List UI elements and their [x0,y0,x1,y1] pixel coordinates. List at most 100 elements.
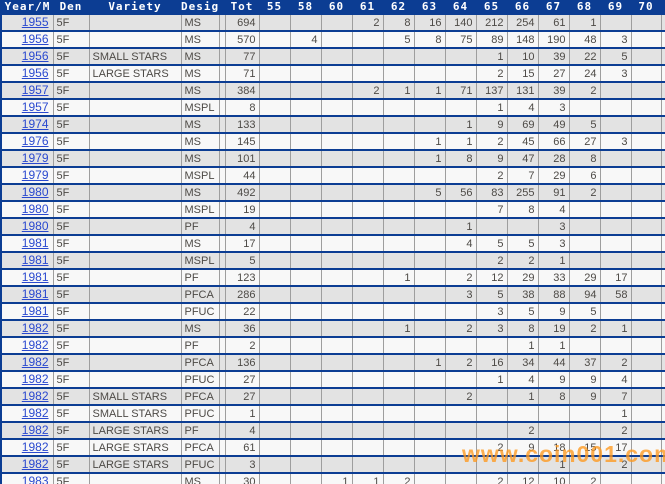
count-cell-65: 1 [476,99,508,116]
year-link[interactable]: 1980 [21,185,49,199]
count-cell-70 [631,31,662,48]
count-cell-65: 5 [476,286,508,303]
edge-cell [661,473,665,484]
header-cell-tot: Tot [225,0,259,15]
count-cell-62 [383,286,415,303]
year-link[interactable]: 1979 [21,151,49,165]
year-cell: 1957 [1,99,54,116]
count-cell-64: 3 [445,286,477,303]
count-cell-55 [259,388,291,405]
count-cell-61: 2 [352,82,384,99]
count-cell-68: 24 [569,65,601,82]
tot-cell: 61 [225,439,260,456]
count-cell-70 [631,286,662,303]
count-cell-68: 8 [569,150,601,167]
count-cell-61 [352,167,384,184]
count-cell-61 [352,337,384,354]
year-link[interactable]: 1982 [21,457,49,471]
count-cell-63 [414,269,446,286]
count-cell-58 [290,48,322,65]
table-row: 1980 5F PF 4 1 3 [1,218,665,235]
table-row: 1981 5F PFCA 286 3 5 38 88 94 58 [1,286,665,303]
variety-cell [89,116,182,133]
count-cell-61 [352,405,384,422]
tot-cell: 36 [225,320,260,337]
year-link[interactable]: 1956 [21,32,49,46]
count-cell-70 [631,388,662,405]
count-cell-61 [352,354,384,371]
count-cell-55 [259,269,291,286]
year-link[interactable]: 1981 [21,287,49,301]
count-cell-62: 1 [383,269,415,286]
year-link[interactable]: 1957 [21,83,49,97]
year-link[interactable]: 1980 [21,202,49,216]
count-cell-68: 9 [569,388,601,405]
variety-cell [89,150,182,167]
year-link[interactable]: 1983 [21,474,49,484]
count-cell-60 [321,14,353,31]
count-cell-55 [259,286,291,303]
desig-cell: MS [181,473,220,484]
year-link[interactable]: 1979 [21,168,49,182]
year-link[interactable]: 1956 [21,66,49,80]
desig-cell: PFUC [181,405,220,422]
year-link[interactable]: 1974 [21,117,49,131]
table-row: 1979 5F MSPL 44 2 7 29 6 [1,167,665,184]
edge-cell [661,99,665,116]
den-cell: 5F [53,82,90,99]
count-cell-58 [290,201,322,218]
table-row: 1979 5F MS 101 1 8 9 47 28 8 [1,150,665,167]
count-cell-63: 1 [414,133,446,150]
count-cell-63: 1 [414,354,446,371]
year-link[interactable]: 1956 [21,49,49,63]
count-cell-67: 49 [538,116,570,133]
den-cell: 5F [53,252,90,269]
year-link[interactable]: 1982 [21,440,49,454]
year-link[interactable]: 1980 [21,219,49,233]
year-link[interactable]: 1981 [21,304,49,318]
count-cell-60 [321,48,353,65]
count-cell-70 [631,133,662,150]
year-link[interactable]: 1982 [21,338,49,352]
count-cell-64 [445,422,477,439]
edge-cell [661,388,665,405]
year-link[interactable]: 1982 [21,321,49,335]
year-cell: 1982 [1,320,54,337]
year-link[interactable]: 1981 [21,270,49,284]
year-link[interactable]: 1982 [21,355,49,369]
spacer-cell [219,14,226,31]
year-cell: 1982 [1,337,54,354]
year-link[interactable]: 1981 [21,253,49,267]
count-cell-61 [352,65,384,82]
count-cell-69 [600,235,632,252]
count-cell-65: 89 [476,31,508,48]
count-cell-69: 17 [600,269,632,286]
table-row: 1982 5F SMALL STARS PFUC 1 1 [1,405,665,422]
count-cell-60 [321,371,353,388]
count-cell-70 [631,303,662,320]
count-cell-65: 3 [476,320,508,337]
den-cell: 5F [53,14,90,31]
count-cell-69: 17 [600,439,632,456]
count-cell-64 [445,337,477,354]
count-cell-55 [259,405,291,422]
spacer-cell [219,150,226,167]
year-link[interactable]: 1955 [21,15,49,29]
year-link[interactable]: 1982 [21,406,49,420]
tot-cell: 22 [225,303,260,320]
count-cell-70 [631,354,662,371]
count-cell-61 [352,99,384,116]
desig-cell: PFUC [181,456,220,473]
count-cell-69 [600,82,632,99]
count-cell-65: 16 [476,354,508,371]
count-cell-69 [600,337,632,354]
year-link[interactable]: 1976 [21,134,49,148]
year-link[interactable]: 1982 [21,372,49,386]
count-cell-55 [259,303,291,320]
year-link[interactable]: 1982 [21,423,49,437]
count-cell-63 [414,65,446,82]
year-link[interactable]: 1957 [21,100,49,114]
year-link[interactable]: 1981 [21,236,49,250]
year-link[interactable]: 1982 [21,389,49,403]
edge-cell [661,303,665,320]
